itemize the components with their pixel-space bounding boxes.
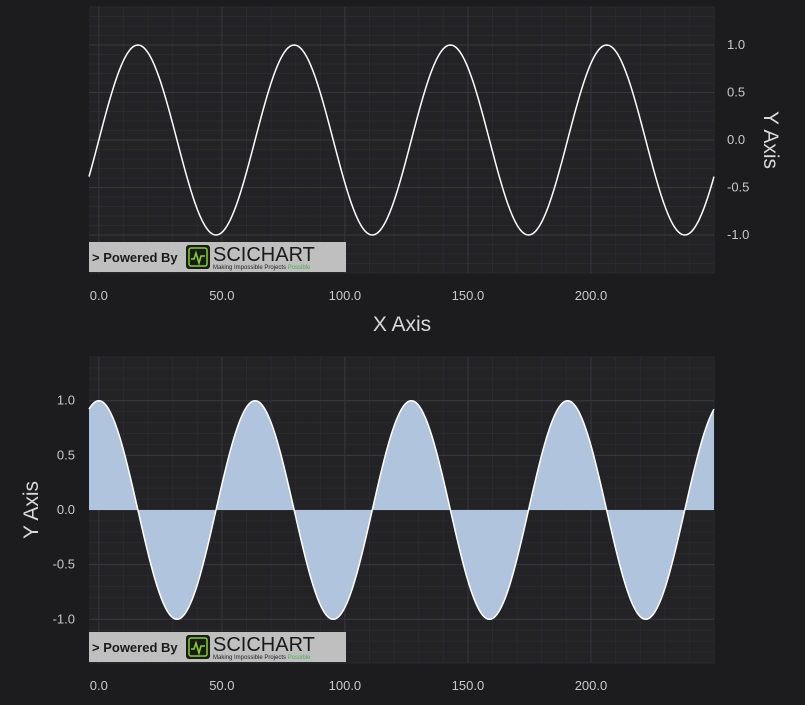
x-tick-label: 150.0	[452, 288, 485, 303]
svg-text:> Powered By: > Powered By	[92, 640, 178, 655]
top-series-layer	[88, 44, 715, 236]
top-y-axis: 1.0 0.5 0.0 -0.5 -1.0	[727, 37, 749, 242]
x-tick-label: 50.0	[209, 288, 234, 303]
top-line-chart[interactable]: 0.0 50.0 100.0 150.0 200.0 1.0 0.5 0.0 -0.5 -1.0…	[88, 6, 782, 336]
x-tick-label: 50.0	[209, 678, 234, 693]
x-tick-label: 200.0	[575, 288, 608, 303]
top-y-axis-title: Y Axis	[759, 111, 782, 169]
scichart-logo-icon	[186, 245, 210, 269]
area-series-line	[88, 399, 715, 620]
x-tick-label: 150.0	[452, 678, 485, 693]
y-tick-label: -1.0	[53, 611, 75, 626]
bottom-series-layer	[88, 399, 715, 620]
bottom-y-axis: 1.0 0.5 0.0 -0.5 -1.0	[53, 393, 75, 627]
scichart-logo-icon	[186, 635, 210, 659]
area-series-fill	[89, 400, 714, 620]
bottom-x-axis: 0.0 50.0 100.0 150.0 200.0	[90, 678, 607, 693]
x-tick-label: 0.0	[90, 678, 108, 693]
x-tick-label: 200.0	[575, 678, 608, 693]
y-tick-label: 0.5	[727, 85, 745, 100]
svg-text:SCICHART: SCICHART	[213, 244, 315, 266]
y-tick-label: 0.5	[57, 447, 75, 462]
x-tick-label: 100.0	[329, 678, 362, 693]
y-tick-label: 1.0	[727, 37, 745, 52]
x-tick-label: 100.0	[329, 288, 362, 303]
scichart-watermark: > Powered By SCICHART Making Impossible …	[89, 632, 346, 662]
bottom-y-axis-title: Y Axis	[20, 481, 43, 539]
scichart-watermark: > Powered By SCICHART Making Impossible …	[89, 242, 346, 272]
line-series	[88, 44, 715, 236]
top-grid	[89, 6, 715, 274]
y-tick-label: -1.0	[727, 227, 749, 242]
x-tick-label: 0.0	[90, 288, 108, 303]
y-tick-label: 0.0	[57, 502, 75, 517]
y-tick-label: 1.0	[57, 393, 75, 408]
svg-text:SCICHART: SCICHART	[213, 634, 315, 656]
y-tick-label: 0.0	[727, 132, 745, 147]
svg-text:> Powered By: > Powered By	[92, 250, 178, 265]
y-tick-label: -0.5	[727, 180, 749, 195]
svg-text:Making Impossible Projects Pos: Making Impossible Projects Possible	[213, 655, 311, 661]
svg-text:Making Impossible Projects Pos: Making Impossible Projects Possible	[213, 265, 311, 271]
top-x-axis: 0.0 50.0 100.0 150.0 200.0	[90, 288, 607, 303]
top-x-axis-title: X Axis	[373, 313, 431, 336]
y-tick-label: -0.5	[53, 557, 75, 572]
